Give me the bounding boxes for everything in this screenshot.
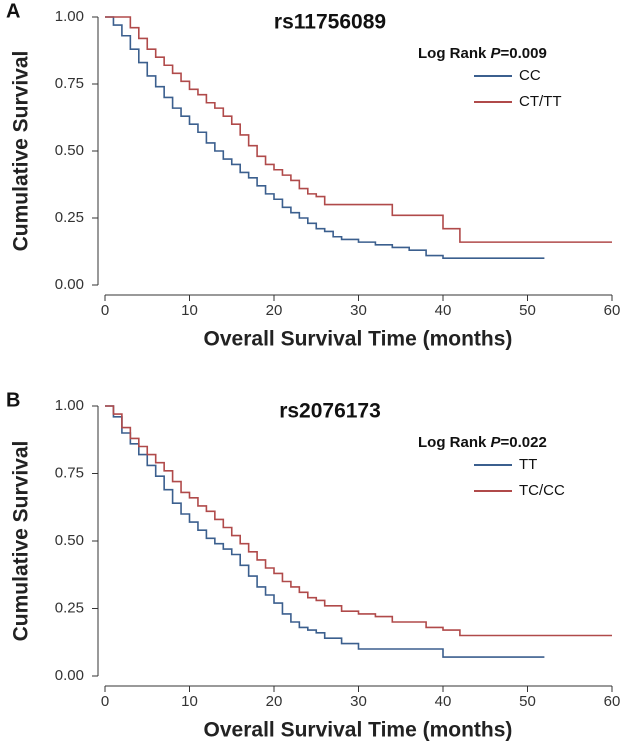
annotation-part: Log Rank [418,434,491,451]
x-axis-label: Overall Survival Time (months) [204,719,513,742]
x-tick-label: 60 [604,302,621,319]
chart-title: rs11756089 [274,11,386,34]
survival-curve [105,16,545,259]
panel-label: A [6,0,20,22]
annotation-part: Log Rank [418,45,491,62]
x-tick-label: 50 [519,693,536,710]
panel-label: B [6,389,20,411]
y-tick-label: 1.00 [55,8,84,25]
y-tick-label: 0.00 [55,667,84,684]
x-tick-label: 30 [350,302,367,319]
survival-curve [105,405,612,637]
y-tick-label: 0.50 [55,142,84,159]
annotation-part: P [491,434,502,451]
x-tick-label: 0 [101,302,109,319]
x-tick-label: 10 [181,302,198,319]
x-tick-label: 20 [266,693,283,710]
annotation-part: P [491,45,502,62]
annotation-part: =0.022 [501,434,547,451]
legend-label: CC [519,67,541,84]
x-tick-label: 40 [435,302,452,319]
x-axis-label: Overall Survival Time (months) [204,328,513,351]
y-tick-label: 0.50 [55,532,84,549]
y-axis-label: Cumulative Survival [10,51,33,252]
legend-label: TT [519,456,537,473]
y-axis-label: Cumulative Survival [10,441,33,642]
legend-label: TC/CC [519,482,565,499]
x-tick-label: 30 [350,693,367,710]
x-tick-label: 50 [519,302,536,319]
annotation: Log Rank P=0.009 [418,45,547,62]
y-tick-label: 0.25 [55,599,84,616]
chart-title: rs2076173 [279,400,381,423]
legend-label: CT/TT [519,93,562,110]
y-tick-label: 0.75 [55,75,84,92]
survival-curve [105,405,545,658]
annotation: Log Rank P=0.022 [418,434,547,451]
y-tick-label: 0.75 [55,464,84,481]
survival-curve [105,16,612,243]
x-tick-label: 40 [435,693,452,710]
annotation-part: =0.009 [501,45,547,62]
x-tick-label: 60 [604,693,621,710]
y-tick-label: 0.00 [55,276,84,293]
y-tick-label: 0.25 [55,209,84,226]
x-tick-label: 10 [181,693,198,710]
x-tick-label: 20 [266,302,283,319]
x-tick-label: 0 [101,693,109,710]
y-tick-label: 1.00 [55,397,84,414]
